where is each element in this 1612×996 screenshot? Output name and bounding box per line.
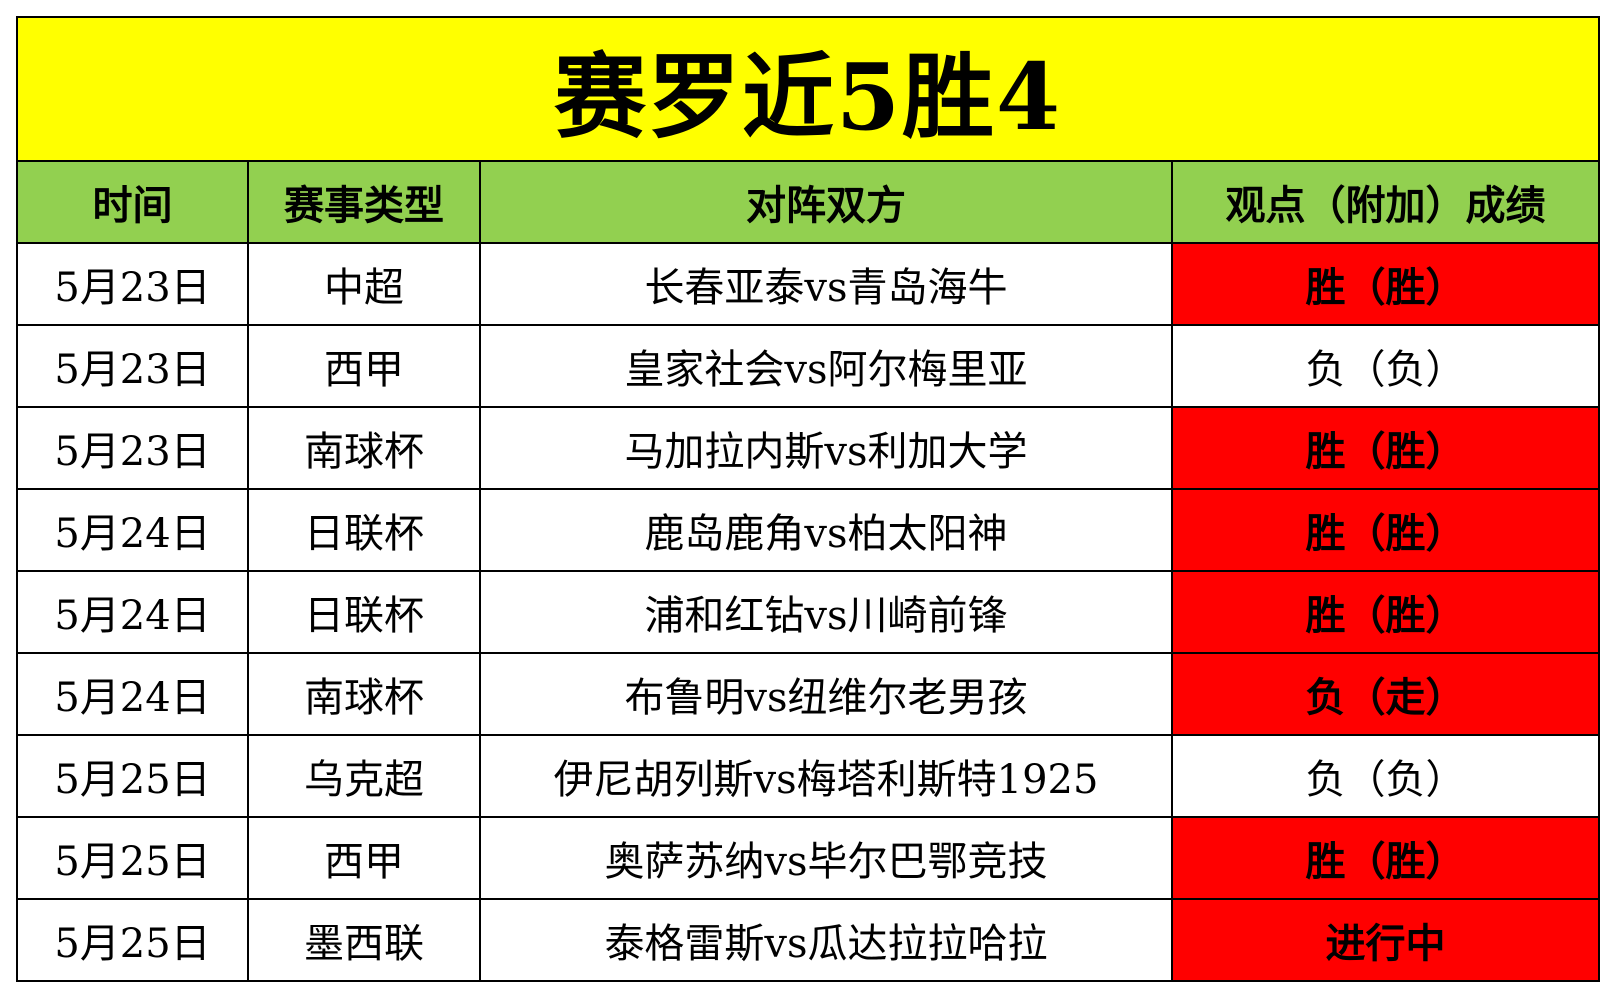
match-cell: 布鲁明vs纽维尔老男孩 <box>479 652 1173 736</box>
league-cell: 西甲 <box>247 324 481 408</box>
result-cell: 进行中 <box>1170 898 1601 982</box>
result-cell: 负（负） <box>1170 734 1601 818</box>
date-cell: 5月25日 <box>16 898 249 982</box>
league-cell: 日联杯 <box>247 488 481 572</box>
league-cell: 南球杯 <box>247 652 481 736</box>
result-cell: 胜（胜） <box>1170 242 1601 326</box>
date-cell: 5月23日 <box>16 242 249 326</box>
table-row: 5月24日 日联杯 浦和红钻vs川崎前锋 胜（胜） <box>16 570 1601 654</box>
date-cell: 5月24日 <box>16 652 249 736</box>
table-row: 5月24日 南球杯 布鲁明vs纽维尔老男孩 负（走） <box>16 652 1601 736</box>
match-cell: 泰格雷斯vs瓜达拉拉哈拉 <box>479 898 1173 982</box>
date-cell: 5月25日 <box>16 816 249 900</box>
column-header-league: 赛事类型 <box>247 160 481 244</box>
result-cell: 胜（胜） <box>1170 488 1601 572</box>
page-title: 赛罗近5胜4 <box>15 16 1601 162</box>
table-row: 5月23日 南球杯 马加拉内斯vs利加大学 胜（胜） <box>16 406 1601 490</box>
league-cell: 西甲 <box>247 816 481 900</box>
result-cell: 负（走） <box>1170 652 1601 736</box>
match-cell: 鹿岛鹿角vs柏太阳神 <box>479 488 1173 572</box>
result-cell: 负（负） <box>1170 324 1601 408</box>
match-cell: 浦和红钻vs川崎前锋 <box>479 570 1173 654</box>
match-cell: 长春亚泰vs青岛海牛 <box>479 242 1173 326</box>
table-row: 5月25日 乌克超 伊尼胡列斯vs梅塔利斯特1925 负（负） <box>16 734 1601 818</box>
result-cell: 胜（胜） <box>1170 570 1601 654</box>
date-cell: 5月24日 <box>16 570 249 654</box>
league-cell: 南球杯 <box>247 406 481 490</box>
column-header-date: 时间 <box>16 160 249 244</box>
league-cell: 墨西联 <box>247 898 481 982</box>
header-row: 时间 赛事类型 对阵双方 观点（附加）成绩 <box>16 160 1601 244</box>
date-cell: 5月24日 <box>16 488 249 572</box>
result-cell: 胜（胜） <box>1170 406 1601 490</box>
table-row: 5月25日 西甲 奥萨苏纳vs毕尔巴鄂竞技 胜（胜） <box>16 816 1601 900</box>
league-cell: 日联杯 <box>247 570 481 654</box>
results-table: 赛罗近5胜4 时间 赛事类型 对阵双方 观点（附加）成绩 5月23日 中超 长春… <box>15 16 1601 982</box>
league-cell: 乌克超 <box>247 734 481 818</box>
match-cell: 奥萨苏纳vs毕尔巴鄂竞技 <box>479 816 1173 900</box>
title-row: 赛罗近5胜4 <box>15 16 1601 162</box>
table-row: 5月23日 西甲 皇家社会vs阿尔梅里亚 负（负） <box>16 324 1601 408</box>
column-header-match: 对阵双方 <box>479 160 1173 244</box>
result-cell: 胜（胜） <box>1170 816 1601 900</box>
match-cell: 伊尼胡列斯vs梅塔利斯特1925 <box>479 734 1173 818</box>
column-header-result: 观点（附加）成绩 <box>1170 160 1601 244</box>
league-cell: 中超 <box>247 242 481 326</box>
table-row: 5月25日 墨西联 泰格雷斯vs瓜达拉拉哈拉 进行中 <box>16 898 1601 982</box>
match-cell: 皇家社会vs阿尔梅里亚 <box>479 324 1173 408</box>
date-cell: 5月23日 <box>16 406 249 490</box>
date-cell: 5月23日 <box>16 324 249 408</box>
match-cell: 马加拉内斯vs利加大学 <box>479 406 1173 490</box>
date-cell: 5月25日 <box>16 734 249 818</box>
table-row: 5月24日 日联杯 鹿岛鹿角vs柏太阳神 胜（胜） <box>16 488 1601 572</box>
table-row: 5月23日 中超 长春亚泰vs青岛海牛 胜（胜） <box>16 242 1601 326</box>
